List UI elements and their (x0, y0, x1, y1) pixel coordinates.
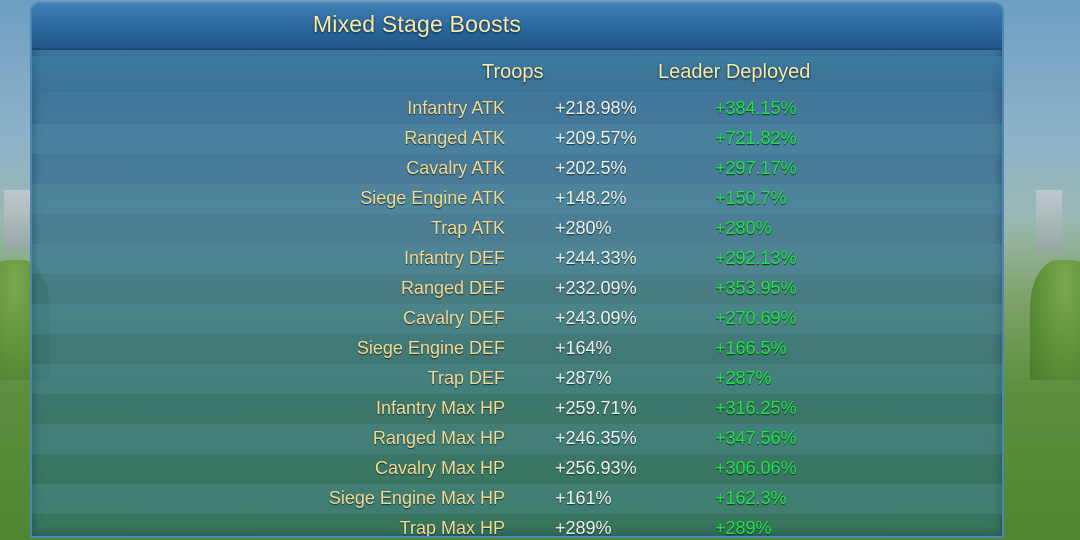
panel-title: Mixed Stage Boosts (312, 11, 522, 37)
boost-label: Ranged DEF (400, 278, 505, 298)
leader-value: +347.56% (715, 428, 797, 448)
background-right-scenery (1020, 0, 1080, 540)
boost-label: Cavalry DEF (402, 308, 505, 328)
boost-label: Siege Engine Max HP (328, 488, 505, 508)
leader-value: +384.15% (715, 98, 797, 118)
leader-value: +297.17% (715, 158, 797, 178)
troops-value: +202.5% (555, 158, 627, 178)
boost-label: Infantry ATK (407, 98, 505, 118)
boost-label: Trap DEF (427, 368, 505, 388)
leader-value: +150.7% (715, 188, 787, 208)
boost-row: Siege Engine DEF +164% +166.5% (32, 334, 1002, 364)
panel-title-bar: Mixed Stage Boosts (32, 4, 1002, 50)
boost-row: Cavalry Max HP +256.93% +306.06% (32, 454, 1002, 484)
background-hill (1030, 260, 1080, 380)
boost-row: Infantry DEF +244.33% +292.13% (32, 244, 1002, 274)
leader-value: +721.82% (715, 128, 797, 148)
troops-value: +161% (555, 488, 612, 508)
troops-value: +148.2% (555, 188, 627, 208)
mixed-stage-boosts-panel[interactable]: Mixed Stage Boosts Troops Leader Deploye… (30, 2, 1004, 538)
boost-row: Cavalry ATK +202.5% +297.17% (32, 154, 1002, 184)
boost-row: Trap DEF +287% +287% (32, 364, 1002, 394)
boost-row: Trap Max HP +289% +289% (32, 514, 1002, 538)
leader-value: +306.06% (715, 458, 797, 478)
boost-row: Ranged ATK +209.57% +721.82% (32, 124, 1002, 154)
boost-row: Cavalry DEF +243.09% +270.69% (32, 304, 1002, 334)
boost-row: Ranged DEF +232.09% +353.95% (32, 274, 1002, 304)
troops-value: +218.98% (555, 98, 637, 118)
column-headers: Troops Leader Deployed (32, 56, 1002, 92)
leader-value: +162.3% (715, 488, 787, 508)
boost-label: Trap ATK (430, 218, 505, 238)
boost-label: Infantry DEF (403, 248, 505, 268)
troops-value: +164% (555, 338, 612, 358)
troops-value: +287% (555, 368, 612, 388)
leader-value: +166.5% (715, 338, 787, 358)
boost-row: Trap ATK +280% +280% (32, 214, 1002, 244)
background-ruin (4, 190, 30, 250)
leader-deployed-column-header: Leader Deployed (658, 61, 811, 83)
leader-value: +316.25% (715, 398, 797, 418)
boost-list[interactable]: Infantry ATK +218.98% +384.15% Ranged AT… (32, 94, 1002, 538)
boost-row: Infantry Max HP +259.71% +316.25% (32, 394, 1002, 424)
leader-value: +287% (715, 368, 772, 388)
boost-label: Trap Max HP (399, 518, 505, 538)
boost-row: Siege Engine Max HP +161% +162.3% (32, 484, 1002, 514)
troops-value: +232.09% (555, 278, 637, 298)
troops-value: +246.35% (555, 428, 637, 448)
boost-row: Infantry ATK +218.98% +384.15% (32, 94, 1002, 124)
troops-column-header: Troops (482, 61, 544, 83)
troops-value: +244.33% (555, 248, 637, 268)
troops-value: +256.93% (555, 458, 637, 478)
background-ruin (1036, 190, 1062, 250)
troops-value: +243.09% (555, 308, 637, 328)
leader-value: +353.95% (715, 278, 797, 298)
boost-row: Ranged Max HP +246.35% +347.56% (32, 424, 1002, 454)
leader-value: +292.13% (715, 248, 797, 268)
boost-label: Siege Engine DEF (356, 338, 505, 358)
boost-row: Siege Engine ATK +148.2% +150.7% (32, 184, 1002, 214)
troops-value: +280% (555, 218, 612, 238)
boost-label: Cavalry ATK (406, 158, 505, 178)
troops-value: +289% (555, 518, 612, 538)
leader-value: +280% (715, 218, 772, 238)
leader-value: +270.69% (715, 308, 797, 328)
troops-value: +259.71% (555, 398, 637, 418)
boost-label: Cavalry Max HP (374, 458, 505, 478)
leader-value: +289% (715, 518, 772, 538)
troops-value: +209.57% (555, 128, 637, 148)
boost-label: Infantry Max HP (375, 398, 505, 418)
boost-label: Siege Engine ATK (360, 188, 505, 208)
boost-label: Ranged Max HP (372, 428, 505, 448)
boost-label: Ranged ATK (404, 128, 505, 148)
